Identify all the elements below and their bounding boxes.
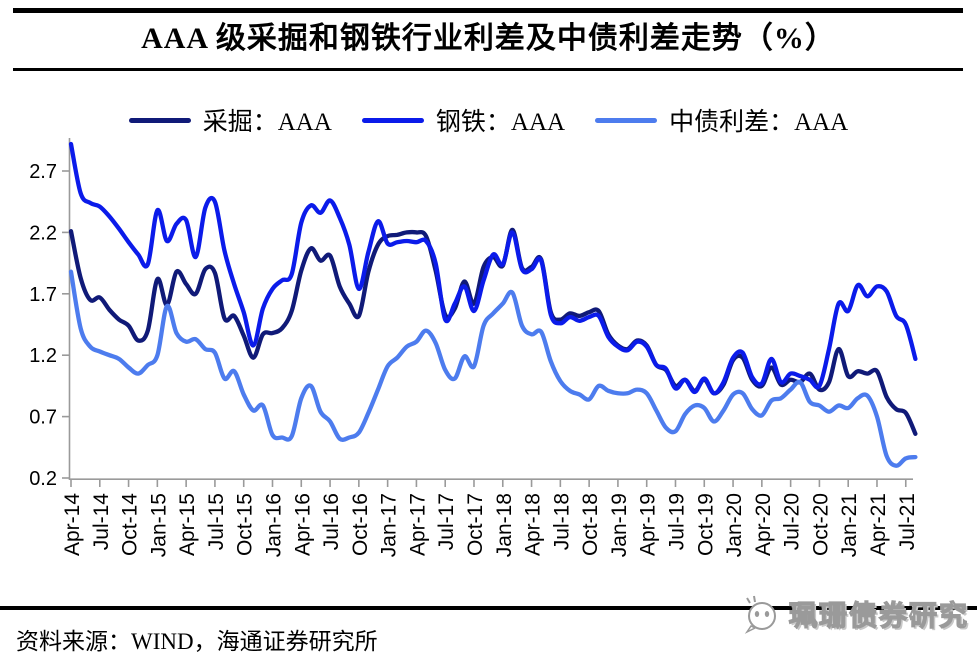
steel-series-line: [68, 141, 918, 396]
x-tick-label: Jan-19: [608, 493, 631, 557]
x-tick-label: Jul-17: [435, 493, 458, 550]
legend-item-chinabond: 中债利差：AAA: [595, 102, 848, 138]
x-tick-label: Oct-18: [579, 493, 602, 556]
title-bottom-rule: [13, 68, 963, 71]
x-tick-label: Oct-15: [234, 493, 257, 556]
x-tick-label: Apr-20: [752, 493, 775, 556]
steel-line-swatch: [361, 117, 424, 123]
x-tick-label: Jan-21: [838, 493, 861, 557]
x-tick-label: Apr-15: [176, 493, 199, 556]
wechat-smiley-icon: [744, 595, 776, 634]
y-tick-label: 0.2: [29, 468, 57, 490]
x-tick-label: Oct-16: [349, 493, 372, 556]
x-tick-label: Jan-18: [493, 493, 516, 557]
x-tick-label: Oct-17: [464, 493, 487, 556]
x-tick-label: Jul-16: [320, 493, 343, 550]
x-tick-label: Apr-18: [522, 493, 545, 556]
footer-divider: [0, 606, 977, 610]
y-tick-label: 0.7: [29, 407, 57, 429]
title-top-rule: [13, 8, 963, 13]
y-tick-label: 1.7: [29, 284, 57, 306]
legend-label-chinabond: 中债利差：AAA: [669, 109, 849, 136]
x-tick-label: Jul-18: [550, 493, 573, 550]
x-tick-label: Oct-14: [119, 493, 142, 556]
x-tick-label: Jan-16: [262, 493, 285, 557]
y-tick-label: 2.2: [29, 222, 57, 244]
x-tick-label: Jan-20: [723, 493, 746, 557]
x-tick-label: Oct-19: [694, 493, 717, 556]
x-tick-label: Apr-14: [61, 493, 84, 556]
legend-label-mining: 采掘：AAA: [202, 109, 332, 136]
x-tick-label: Apr-19: [637, 493, 660, 556]
x-tick-label: Jan-17: [378, 493, 401, 557]
watermark-text: 珮珊债券研究: [788, 599, 969, 631]
page-title: AAA 级采掘和钢铁行业利差及中债利差走势（%）: [141, 22, 836, 55]
x-tick-label: Apr-16: [291, 493, 314, 556]
x-tick-label: Jan-15: [147, 493, 170, 557]
x-tick-label: Jul-19: [665, 493, 688, 550]
x-tick-label: Jul-21: [896, 493, 919, 550]
watermark: 珮珊债券研究: [741, 594, 969, 634]
x-tick-label: Jul-20: [781, 493, 804, 550]
legend-item-steel: 钢铁：AAA: [361, 102, 566, 138]
y-tick-label: 1.2: [29, 345, 57, 367]
y-tick-label: 2.7: [29, 161, 57, 183]
mining-line-swatch: [128, 117, 191, 123]
mining-series-line: [68, 227, 918, 436]
chart-legend: 采掘：AAA 钢铁：AAA 中债利差：AAA: [0, 101, 977, 139]
legend-item-mining: 采掘：AAA: [128, 102, 332, 138]
legend-label-steel: 钢铁：AAA: [435, 109, 566, 136]
x-tick-label: Apr-17: [406, 493, 429, 556]
source-note: 资料来源：WIND，海通证券研究所: [16, 629, 378, 654]
x-tick-label: Jul-14: [90, 493, 113, 551]
x-tick-label: Oct-20: [809, 493, 832, 556]
chinabond-line-swatch: [595, 117, 658, 123]
chinabond-series-line: [68, 269, 918, 468]
x-tick-label: Apr-21: [867, 493, 890, 556]
x-tick-label: Jul-15: [205, 493, 228, 550]
